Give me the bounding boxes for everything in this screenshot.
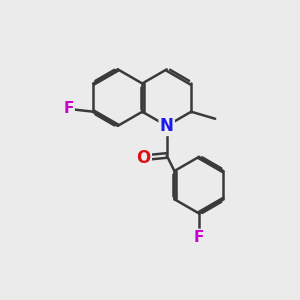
- Text: F: F: [63, 101, 74, 116]
- Text: F: F: [194, 230, 204, 245]
- Text: O: O: [136, 149, 151, 167]
- Text: N: N: [160, 117, 174, 135]
